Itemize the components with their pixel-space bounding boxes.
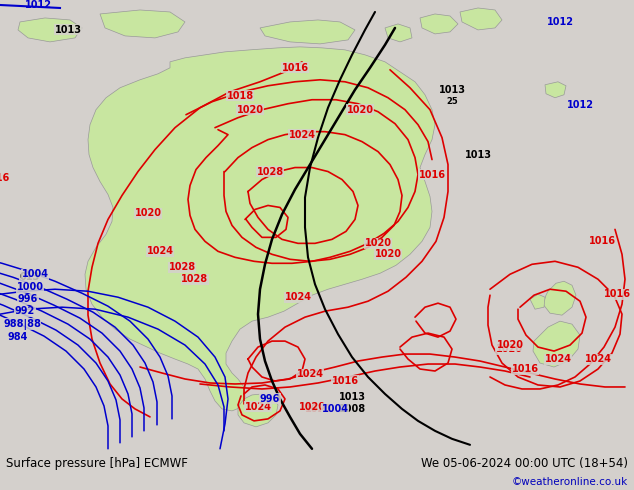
Text: 996: 996 <box>260 394 280 404</box>
Text: 988|88: 988|88 <box>3 318 41 330</box>
Text: 1020: 1020 <box>236 105 264 115</box>
Text: 016: 016 <box>0 172 10 183</box>
Text: 1020: 1020 <box>496 340 524 350</box>
Text: 1024: 1024 <box>585 354 612 364</box>
Text: 1016: 1016 <box>332 376 358 386</box>
Text: 013: 013 <box>20 272 40 282</box>
Text: 1024: 1024 <box>146 246 174 256</box>
Text: 1004: 1004 <box>321 404 349 414</box>
Text: 1028: 1028 <box>169 262 195 272</box>
Polygon shape <box>460 8 502 30</box>
Text: 1013: 1013 <box>339 392 365 402</box>
Polygon shape <box>543 281 576 315</box>
Polygon shape <box>385 24 412 42</box>
Text: 1020: 1020 <box>134 208 162 219</box>
Text: 1012: 1012 <box>25 0 51 10</box>
Text: 1024: 1024 <box>245 402 271 412</box>
Text: 1016: 1016 <box>418 170 446 179</box>
Text: 1012: 1012 <box>547 17 574 27</box>
Text: 1020: 1020 <box>375 249 401 259</box>
Text: We 05-06-2024 00:00 UTC (18+54): We 05-06-2024 00:00 UTC (18+54) <box>421 457 628 470</box>
Text: 1024: 1024 <box>297 369 323 379</box>
Polygon shape <box>85 47 435 411</box>
Text: 1020: 1020 <box>347 105 373 115</box>
Text: 1028: 1028 <box>181 274 209 284</box>
Text: 1024: 1024 <box>285 292 311 302</box>
Text: 1020: 1020 <box>496 344 522 354</box>
Text: 1004: 1004 <box>22 270 48 279</box>
Text: 996: 996 <box>18 294 38 304</box>
Polygon shape <box>18 18 82 42</box>
Polygon shape <box>100 10 185 38</box>
Text: 1013: 1013 <box>439 85 465 95</box>
Polygon shape <box>260 20 355 44</box>
Text: 1020: 1020 <box>365 238 392 248</box>
Polygon shape <box>420 14 458 34</box>
Text: 1020: 1020 <box>299 402 325 412</box>
Polygon shape <box>545 82 566 98</box>
Polygon shape <box>530 294 545 309</box>
Text: 992: 992 <box>15 306 35 316</box>
Text: 1018: 1018 <box>226 91 254 101</box>
Polygon shape <box>533 321 580 367</box>
Text: 1013: 1013 <box>465 149 491 160</box>
Text: 1016: 1016 <box>604 289 630 299</box>
Text: 1024: 1024 <box>545 354 571 364</box>
Polygon shape <box>238 394 278 427</box>
Text: 1016: 1016 <box>512 364 538 374</box>
Text: ©weatheronline.co.uk: ©weatheronline.co.uk <box>512 477 628 487</box>
Text: 1020: 1020 <box>304 404 332 414</box>
Text: 25: 25 <box>446 97 458 106</box>
Text: 1016: 1016 <box>588 236 616 246</box>
Text: 1000: 1000 <box>16 282 44 292</box>
Text: 984: 984 <box>8 332 28 342</box>
Text: Surface pressure [hPa] ECMWF: Surface pressure [hPa] ECMWF <box>6 457 188 470</box>
Text: 1008: 1008 <box>339 404 366 414</box>
Text: 1028: 1028 <box>256 167 283 176</box>
Text: 1016: 1016 <box>281 63 309 73</box>
Text: 1024: 1024 <box>288 130 316 140</box>
Text: 1013: 1013 <box>55 25 82 35</box>
Text: 1012: 1012 <box>567 100 593 110</box>
